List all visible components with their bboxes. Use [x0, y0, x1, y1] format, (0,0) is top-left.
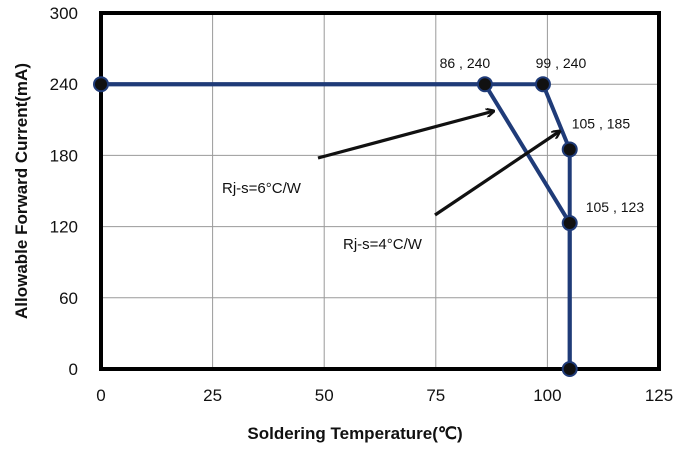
y-tick-label: 240	[50, 75, 78, 94]
annotation-label: Rj-s=4°C/W	[343, 236, 423, 253]
x-tick-label: 0	[96, 386, 105, 405]
y-axis-title: Allowable Forward Current(mA)	[12, 63, 31, 319]
x-tick-label: 75	[426, 386, 445, 405]
annotation-arrow	[317, 111, 494, 160]
plot-frame	[99, 11, 661, 371]
labels-layer: 86 , 240 99 , 240 105 , 185 105 , 123	[440, 55, 645, 215]
y-tick-label: 60	[59, 289, 78, 308]
annotation-label: Rj-s=6°C/W	[222, 180, 302, 197]
data-point	[476, 76, 493, 93]
points-layer	[93, 76, 578, 377]
x-tick-label: 125	[645, 386, 673, 405]
data-point	[561, 141, 578, 158]
y-tick-label: 0	[69, 360, 78, 379]
x-axis-title: Soldering Temperature(℃)	[247, 424, 462, 443]
series-line-2	[99, 82, 572, 371]
y-tick-label: 300	[50, 4, 78, 23]
y-tick-label: 120	[50, 218, 78, 237]
y-tick-label: 180	[50, 146, 78, 165]
data-label: 86 , 240	[440, 55, 491, 71]
data-label: 99 , 240	[536, 55, 587, 71]
data-label: 105 , 185	[572, 115, 631, 131]
data-point	[561, 215, 578, 232]
data-point	[534, 76, 551, 93]
annotation-layer: Rj-s=6°C/W Rj-s=4°C/W	[222, 111, 560, 253]
x-tick-label: 25	[203, 386, 222, 405]
data-label: 105 , 123	[586, 199, 645, 215]
grid-layer: 0 25 50 75 100 125 0 60 120 180 240 300	[50, 4, 674, 405]
data-point	[561, 361, 578, 377]
x-tick-label: 100	[533, 386, 561, 405]
annotation-arrow	[434, 131, 560, 217]
data-point	[93, 76, 109, 93]
x-tick-label: 50	[315, 386, 334, 405]
